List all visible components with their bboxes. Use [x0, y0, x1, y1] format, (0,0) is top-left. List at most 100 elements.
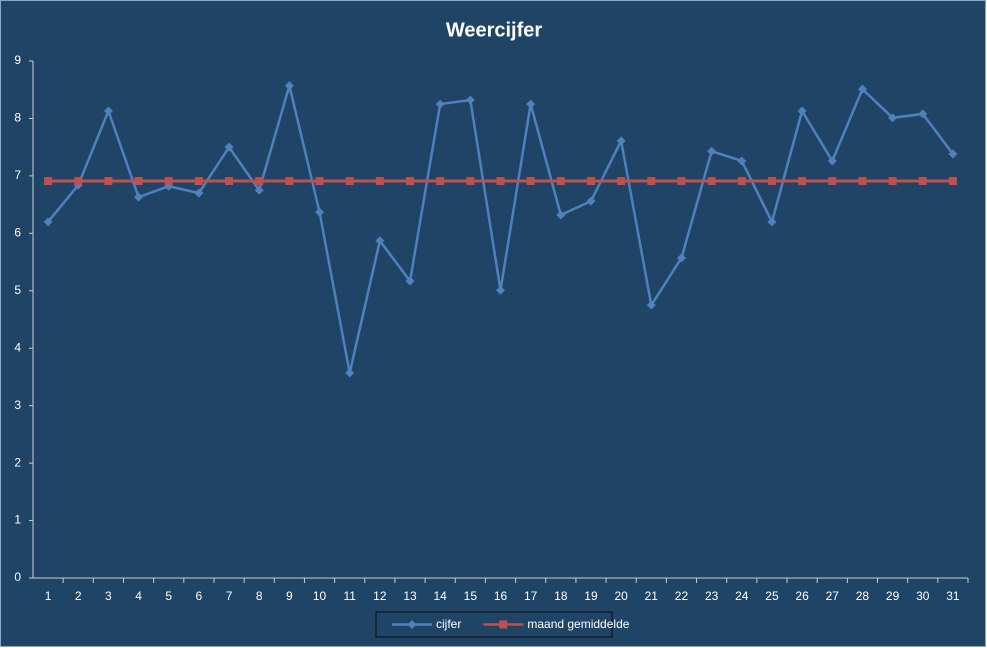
marker	[556, 210, 566, 220]
x-tick-label: 14	[433, 589, 447, 603]
marker	[646, 300, 656, 310]
x-tick-label: 21	[645, 589, 659, 603]
marker	[616, 136, 626, 146]
marker	[406, 177, 415, 186]
y-tick-label: 8	[14, 111, 21, 125]
x-tick-label: 12	[373, 589, 387, 603]
y-tick-label: 6	[14, 226, 21, 240]
marker	[164, 177, 173, 186]
marker	[134, 177, 143, 186]
marker	[255, 177, 264, 186]
x-tick-label: 10	[313, 589, 327, 603]
legend-marker	[499, 620, 508, 629]
marker	[345, 177, 354, 186]
x-tick-label: 18	[554, 589, 568, 603]
x-tick-label: 4	[135, 589, 142, 603]
marker	[526, 177, 535, 186]
marker	[827, 156, 837, 166]
marker	[436, 177, 445, 186]
marker	[676, 253, 686, 263]
marker	[737, 156, 747, 166]
marker	[74, 177, 83, 186]
x-tick-label: 23	[705, 589, 719, 603]
marker	[345, 368, 355, 378]
marker	[435, 99, 445, 109]
marker	[828, 177, 837, 186]
marker	[888, 177, 897, 186]
x-tick-label: 9	[286, 589, 293, 603]
x-tick-label: 8	[256, 589, 263, 603]
marker	[375, 236, 385, 246]
marker	[737, 177, 746, 186]
marker	[134, 192, 144, 202]
legend-label: maand gemiddelde	[527, 617, 629, 631]
marker	[315, 177, 324, 186]
marker	[918, 177, 927, 186]
marker	[496, 285, 505, 295]
marker	[405, 276, 415, 286]
legend-marker	[407, 620, 417, 629]
marker	[224, 142, 234, 152]
marker	[798, 177, 807, 186]
marker	[767, 177, 776, 186]
marker	[586, 177, 595, 186]
marker	[466, 177, 475, 186]
x-tick-label: 15	[464, 589, 478, 603]
marker	[586, 196, 596, 206]
x-tick-label: 19	[584, 589, 598, 603]
x-tick-label: 25	[765, 589, 779, 603]
marker	[104, 177, 113, 186]
x-tick-label: 1	[45, 589, 52, 603]
x-tick-label: 31	[946, 589, 960, 603]
x-tick-label: 22	[675, 589, 689, 603]
marker	[677, 177, 686, 186]
x-tick-label: 20	[614, 589, 628, 603]
x-tick-label: 7	[226, 589, 233, 603]
marker	[888, 113, 898, 123]
y-tick-label: 3	[14, 398, 21, 412]
y-tick-label: 5	[14, 283, 21, 297]
marker	[254, 185, 264, 195]
marker	[103, 106, 113, 116]
marker	[43, 217, 53, 227]
x-tick-label: 16	[494, 589, 508, 603]
x-tick-label: 11	[343, 589, 356, 603]
marker	[617, 177, 626, 186]
x-tick-label: 29	[886, 589, 900, 603]
chart-title: Weercijfer	[446, 19, 543, 41]
marker	[465, 95, 475, 105]
x-tick-label: 27	[826, 589, 840, 603]
marker	[918, 109, 928, 119]
marker	[707, 177, 716, 186]
marker	[194, 177, 203, 186]
x-tick-label: 13	[403, 589, 417, 603]
x-tick-label: 28	[856, 589, 870, 603]
x-tick-label: 3	[105, 589, 112, 603]
marker	[858, 177, 867, 186]
x-tick-label: 24	[735, 589, 749, 603]
x-tick-label: 26	[795, 589, 809, 603]
marker	[315, 207, 325, 217]
y-tick-label: 0	[14, 570, 21, 584]
x-tick-label: 5	[165, 589, 172, 603]
x-tick-label: 17	[524, 589, 538, 603]
marker	[707, 146, 717, 156]
marker	[194, 188, 204, 198]
marker	[44, 177, 53, 186]
marker	[857, 84, 867, 94]
y-tick-label: 4	[14, 340, 21, 354]
marker	[556, 177, 565, 186]
marker	[496, 177, 505, 186]
marker	[284, 81, 294, 91]
marker	[797, 106, 807, 116]
y-tick-label: 1	[14, 513, 21, 527]
marker	[948, 149, 958, 159]
x-tick-label: 6	[196, 589, 203, 603]
marker	[285, 177, 294, 186]
x-tick-label: 30	[916, 589, 930, 603]
marker	[647, 177, 656, 186]
marker	[375, 177, 384, 186]
legend-label: cijfer	[436, 617, 461, 631]
